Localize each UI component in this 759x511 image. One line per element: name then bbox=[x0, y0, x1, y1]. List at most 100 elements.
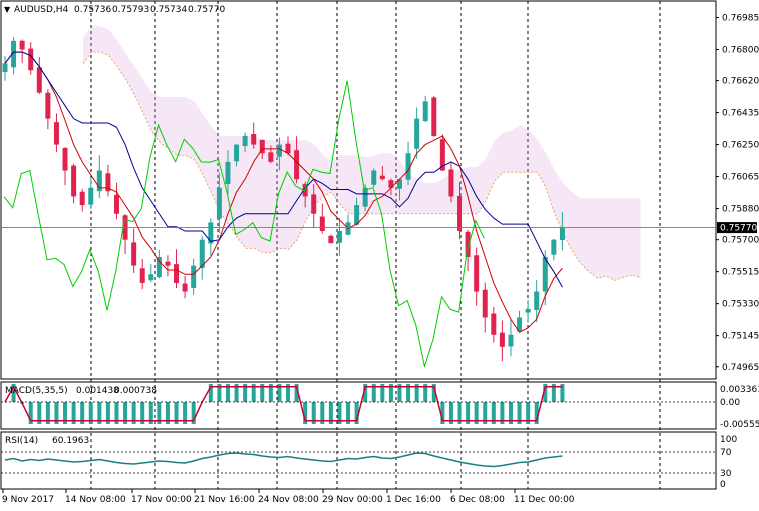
candle-body bbox=[354, 205, 360, 225]
macd-bar bbox=[88, 402, 93, 424]
macd-histogram bbox=[11, 384, 565, 424]
main-y-tick-label: 0.75515 bbox=[722, 268, 759, 278]
macd-bar bbox=[97, 402, 102, 424]
ohlc-close: 0.75770 bbox=[188, 5, 225, 15]
macd-bar bbox=[123, 402, 128, 424]
macd-bar bbox=[328, 402, 333, 424]
candle-body bbox=[148, 274, 154, 281]
candle-body bbox=[542, 256, 548, 292]
candle-body bbox=[19, 40, 25, 50]
kumo-fill bbox=[83, 26, 641, 281]
candle-body bbox=[465, 231, 471, 257]
macd-bar bbox=[260, 384, 265, 402]
tenkan-sen-line bbox=[4, 51, 563, 333]
candle-body bbox=[71, 165, 77, 197]
rsi-tick-70: 70 bbox=[720, 448, 732, 458]
x-tick-label: 1 Dec 16:00 bbox=[386, 495, 441, 505]
macd-bar bbox=[208, 384, 213, 402]
macd-tick-bottom: -0.00555 bbox=[720, 420, 759, 430]
candle-body bbox=[165, 261, 171, 266]
main-y-tick-label: 0.76250 bbox=[722, 141, 759, 151]
macd-bar bbox=[63, 402, 68, 424]
macd-bar bbox=[45, 402, 50, 424]
candle-body bbox=[491, 313, 497, 335]
macd-bar bbox=[534, 402, 539, 424]
macd-bar bbox=[191, 402, 196, 424]
macd-bar bbox=[354, 402, 359, 424]
macd-bar bbox=[431, 384, 436, 402]
macd-bar bbox=[251, 384, 256, 402]
candle-body bbox=[302, 184, 308, 197]
ohlc-high: 0.75793 bbox=[112, 5, 149, 15]
candle-body bbox=[268, 152, 274, 162]
macd-bar bbox=[466, 402, 471, 424]
main-pane bbox=[0, 0, 717, 380]
candle-body bbox=[113, 194, 119, 214]
macd-tick-zero: 0.00 bbox=[720, 398, 740, 408]
macd-bar bbox=[508, 402, 513, 424]
main-y-tick-label: 0.75880 bbox=[722, 205, 759, 215]
candle-body bbox=[285, 143, 291, 154]
macd-main-value: 0.001438 bbox=[76, 386, 119, 396]
collapse-arrow-icon[interactable]: ▼ bbox=[4, 5, 11, 14]
x-tick-label: 17 Nov 00:00 bbox=[131, 495, 192, 505]
macd-bar bbox=[380, 384, 385, 402]
macd-bar bbox=[234, 384, 239, 402]
macd-bar bbox=[183, 402, 188, 424]
x-tick-label: 11 Dec 00:00 bbox=[514, 495, 575, 505]
x-tick-label: 21 Nov 16:00 bbox=[194, 495, 255, 505]
macd-bar bbox=[148, 402, 153, 424]
x-tick-label: 14 Nov 08:00 bbox=[65, 495, 126, 505]
main-y-tick-label: 0.76620 bbox=[722, 77, 759, 87]
macd-bar bbox=[500, 402, 505, 424]
rsi-tick-0: 0 bbox=[720, 480, 726, 490]
ohlc-open: 0.75736 bbox=[74, 5, 111, 15]
main-y-tick-label: 0.75700 bbox=[722, 236, 759, 246]
macd-bar bbox=[474, 402, 479, 424]
candle-body bbox=[251, 134, 257, 145]
macd-bar bbox=[165, 402, 170, 424]
x-tick-label: 24 Nov 08:00 bbox=[258, 495, 319, 505]
candle-body bbox=[319, 216, 325, 232]
macd-bar bbox=[388, 384, 393, 402]
candle-body bbox=[499, 332, 505, 347]
candle-body bbox=[62, 147, 68, 171]
macd-signal-line bbox=[4, 385, 563, 422]
candle-body bbox=[234, 144, 240, 162]
macd-bar bbox=[105, 402, 110, 424]
candle-body bbox=[448, 169, 454, 197]
ichimoku-cloud bbox=[82, 26, 641, 281]
candle-body bbox=[216, 187, 222, 219]
main-y-tick-label: 0.76065 bbox=[722, 173, 759, 183]
main-y-tick-label: 0.74965 bbox=[722, 363, 759, 373]
macd-bar bbox=[80, 402, 85, 424]
x-axis: 9 Nov 2017 14 Nov 08:00 17 Nov 00:00 21 Nov… bbox=[2, 489, 575, 505]
macd-bar bbox=[140, 402, 145, 424]
main-y-tick-label: 0.76435 bbox=[722, 109, 759, 119]
macd-bar bbox=[131, 402, 136, 424]
candle-body bbox=[371, 170, 377, 185]
candle-body bbox=[208, 222, 214, 244]
candle-body bbox=[525, 308, 531, 313]
rsi-line bbox=[4, 452, 563, 468]
main-y-tick-label: 0.75330 bbox=[722, 300, 759, 310]
macd-bar bbox=[491, 402, 496, 424]
candle-body bbox=[28, 48, 34, 71]
chikou-span-line bbox=[3, 80, 485, 369]
candle-body bbox=[379, 175, 385, 180]
candle-body bbox=[182, 283, 188, 292]
candle-body bbox=[191, 265, 197, 289]
candle-body bbox=[174, 264, 180, 283]
symbol-label: AUDUSD,H4 bbox=[14, 5, 69, 15]
rsi-pane bbox=[0, 431, 717, 490]
main-y-tick-label: 0.76800 bbox=[722, 45, 759, 55]
ichimoku-lines bbox=[3, 51, 563, 369]
candle-body bbox=[96, 170, 102, 192]
macd-bar bbox=[526, 402, 531, 424]
candle-body bbox=[508, 334, 514, 347]
candle-body bbox=[36, 67, 42, 93]
macd-bar bbox=[303, 402, 308, 424]
macd-bar bbox=[440, 402, 445, 424]
macd-bar bbox=[11, 384, 16, 402]
main-y-tick-label: 0.76985 bbox=[722, 14, 759, 24]
